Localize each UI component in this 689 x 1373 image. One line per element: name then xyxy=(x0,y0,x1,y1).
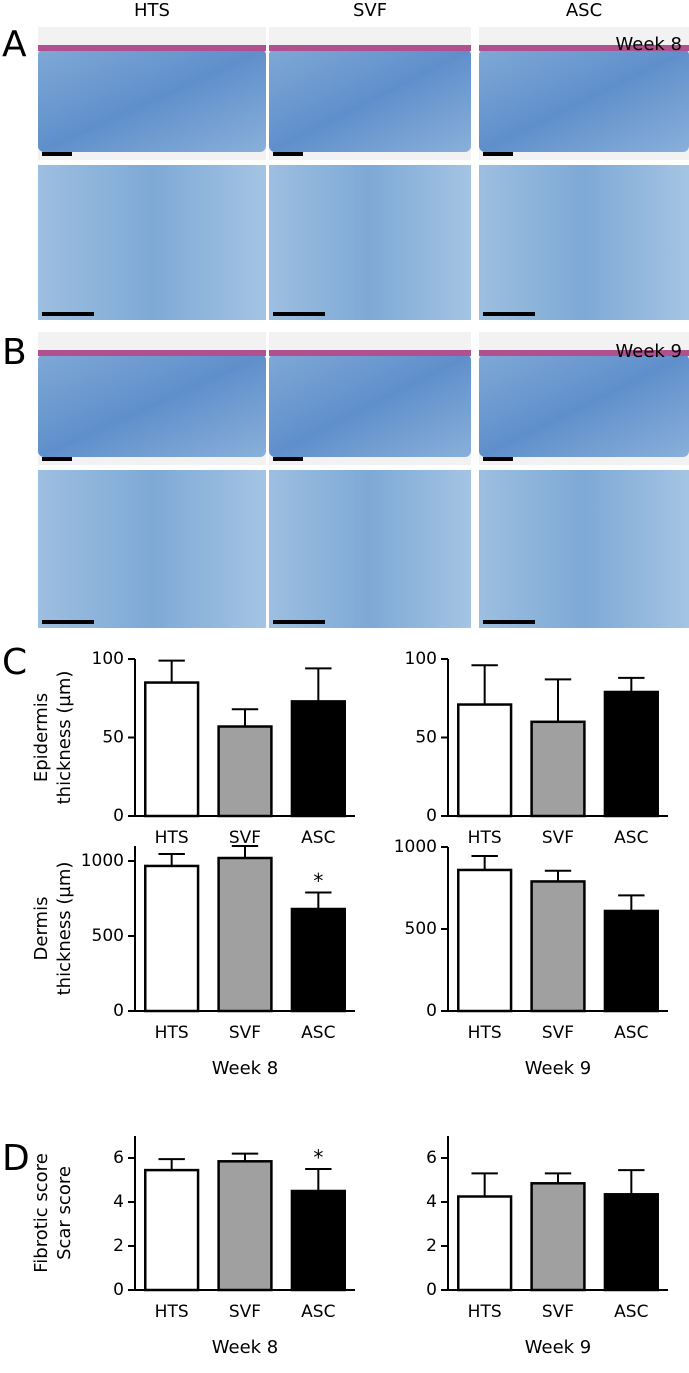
significance-marker: * xyxy=(313,869,323,893)
x-tick-label: ASC xyxy=(614,1023,648,1043)
y-tick-label: 500 xyxy=(405,919,437,939)
column-header: ASC xyxy=(566,0,602,21)
y-tick-label: 50 xyxy=(415,728,437,748)
bar xyxy=(217,1160,273,1292)
y-axis-label: Epidermis xyxy=(31,693,52,782)
y-tick-label: 6 xyxy=(426,1148,437,1168)
y-tick-label: 6 xyxy=(113,1148,124,1168)
epidermis xyxy=(269,45,471,51)
x-axis-label: Week 9 xyxy=(525,1058,592,1079)
bar xyxy=(603,690,659,818)
image-background xyxy=(479,165,689,320)
x-axis-label: Week 9 xyxy=(525,1337,592,1358)
x-tick-label: SVF xyxy=(229,828,261,848)
y-tick-label: 0 xyxy=(113,1001,124,1021)
x-axis-label: Week 8 xyxy=(212,1058,279,1079)
x-tick-label: SVF xyxy=(542,1302,574,1322)
y-axis-label: Fibrotic score xyxy=(31,1153,52,1273)
epidermis xyxy=(479,45,689,51)
image-label: Week 9 xyxy=(616,341,683,362)
x-tick-label: ASC xyxy=(614,1302,648,1322)
y-axis-label: thickness (µm) xyxy=(54,671,75,805)
bar xyxy=(290,1189,346,1292)
y-tick-label: 0 xyxy=(426,1001,437,1021)
tissue xyxy=(269,354,471,457)
bar xyxy=(457,703,513,818)
bar xyxy=(144,864,200,1013)
x-axis-label: Week 8 xyxy=(212,1337,279,1358)
epidermis xyxy=(38,350,266,356)
y-tick-label: 4 xyxy=(426,1192,437,1212)
image-background xyxy=(38,470,266,628)
tissue xyxy=(269,49,471,152)
bar xyxy=(530,880,586,1013)
image-background xyxy=(479,470,689,628)
bar xyxy=(217,725,273,818)
bar xyxy=(603,909,659,1013)
x-tick-label: SVF xyxy=(229,1023,261,1043)
y-tick-label: 2 xyxy=(113,1236,124,1256)
x-tick-label: ASC xyxy=(301,1023,335,1043)
image-background xyxy=(38,165,266,320)
image-background xyxy=(269,165,471,320)
y-axis-label: thickness (µm) xyxy=(54,862,75,996)
y-axis-label: Dermis xyxy=(31,897,52,961)
bar xyxy=(290,907,346,1013)
bar xyxy=(144,1168,200,1292)
y-tick-label: 1000 xyxy=(394,837,437,857)
bar xyxy=(457,1195,513,1292)
y-tick-label: 500 xyxy=(92,926,124,946)
y-tick-label: 100 xyxy=(405,649,437,669)
x-tick-label: HTS xyxy=(155,1023,189,1043)
tissue xyxy=(38,49,266,152)
tissue xyxy=(479,354,689,457)
x-tick-label: ASC xyxy=(301,1302,335,1322)
histology-images xyxy=(38,27,689,628)
x-tick-label: ASC xyxy=(301,828,335,848)
panel-label: D xyxy=(2,1138,30,1179)
significance-marker: * xyxy=(313,1146,323,1170)
y-tick-label: 1000 xyxy=(81,851,124,871)
y-axis-label: Scar score xyxy=(54,1166,75,1260)
x-tick-label: SVF xyxy=(542,828,574,848)
y-tick-label: 0 xyxy=(426,806,437,826)
panel-label: A xyxy=(2,24,27,65)
y-tick-label: 4 xyxy=(113,1192,124,1212)
bar xyxy=(144,681,200,818)
y-tick-label: 50 xyxy=(102,728,124,748)
tissue xyxy=(38,354,266,457)
x-tick-label: SVF xyxy=(229,1302,261,1322)
panel-label: C xyxy=(2,642,27,683)
epidermis xyxy=(269,350,471,356)
y-tick-label: 2 xyxy=(426,1236,437,1256)
bar xyxy=(530,720,586,818)
bar xyxy=(217,856,273,1013)
y-tick-label: 100 xyxy=(92,649,124,669)
y-tick-label: 0 xyxy=(426,1280,437,1300)
epidermis xyxy=(38,45,266,51)
image-background xyxy=(269,470,471,628)
x-tick-label: HTS xyxy=(155,828,189,848)
bar xyxy=(603,1193,659,1292)
bar xyxy=(530,1182,586,1292)
panel-label: B xyxy=(2,332,27,373)
column-header: HTS xyxy=(134,0,170,21)
column-header: SVF xyxy=(353,0,387,21)
tissue xyxy=(479,49,689,152)
x-tick-label: HTS xyxy=(468,1023,502,1043)
x-tick-label: HTS xyxy=(468,828,502,848)
bar xyxy=(457,868,513,1013)
bar xyxy=(290,700,346,818)
y-tick-label: 0 xyxy=(113,1280,124,1300)
y-tick-label: 0 xyxy=(113,806,124,826)
x-tick-label: ASC xyxy=(614,828,648,848)
epidermis xyxy=(479,350,689,356)
image-label: Week 8 xyxy=(616,34,683,55)
x-tick-label: HTS xyxy=(468,1302,502,1322)
x-tick-label: SVF xyxy=(542,1023,574,1043)
x-tick-label: HTS xyxy=(155,1302,189,1322)
